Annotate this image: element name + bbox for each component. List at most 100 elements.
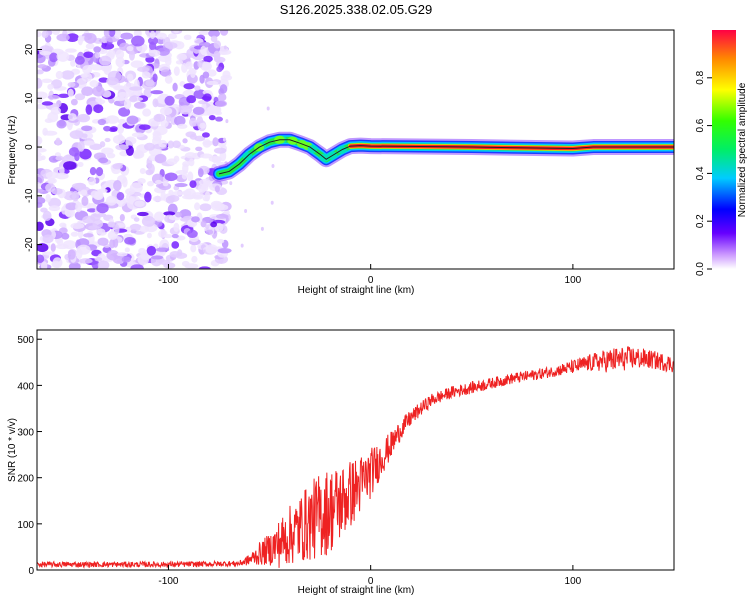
- spectrogram-xtick-label: 0: [368, 275, 374, 286]
- spectrogram-noise-cell: [181, 260, 190, 267]
- spectrogram-noise-cell: [37, 243, 49, 253]
- spectrogram-noise-cell: [37, 64, 47, 69]
- spectrogram-noise-cell: [144, 142, 156, 151]
- spectrogram-noise-cell: [175, 60, 184, 65]
- spectrogram-noise-cell: [116, 192, 125, 201]
- spectrogram-noise-cell: [205, 244, 218, 254]
- spectrogram-noise-cell: [56, 51, 70, 62]
- snr-ytick-label: 500: [17, 335, 34, 346]
- spectrogram-noise-cell: [103, 64, 111, 75]
- spectrogram-noise-cell: [187, 171, 194, 182]
- spectrogram-noise-cell: [177, 123, 188, 129]
- spectrogram-noise-cell: [134, 200, 145, 207]
- spectrogram-noise-cell: [202, 140, 216, 146]
- spectrogram-noise-cell: [137, 66, 150, 73]
- spectrogram-noise-cell: [71, 182, 86, 190]
- spectrogram-noise-cell: [81, 125, 93, 132]
- spectrogram-noise-cell: [124, 247, 130, 253]
- spectrogram-noise-cell: [117, 91, 128, 97]
- spectrogram-noise-cell: [240, 243, 244, 248]
- spectrogram-noise-cell: [50, 106, 61, 115]
- spectrogram-noise-cell: [37, 174, 44, 185]
- spectrogram-noise-cell: [133, 30, 142, 38]
- spectrogram-noise-cell: [126, 115, 139, 125]
- spectrogram-noise-cell: [37, 69, 44, 75]
- spectrogram-noise-cell: [136, 211, 149, 217]
- spectrogram-noise-cell: [98, 157, 109, 164]
- spectrogram-noise-cell: [55, 137, 61, 146]
- spectrogram-noise-cell: [160, 190, 166, 201]
- spectrogram-noise-cell: [121, 256, 132, 263]
- spectrogram-noise-cell: [208, 114, 216, 121]
- spectrogram-noise-cell: [82, 215, 96, 224]
- spectrogram-noise-cell: [115, 49, 125, 60]
- spectrogram-noise-cell: [70, 59, 76, 67]
- spectrogram-noise-cell: [210, 35, 218, 43]
- spectrogram-noise-cell: [205, 106, 216, 115]
- spectrogram-noise-cell: [37, 53, 46, 64]
- spectrogram-noise-cell: [128, 49, 135, 61]
- colorbar-tick-label: 0.2: [695, 214, 706, 228]
- spectrogram-noise-cell: [123, 98, 132, 110]
- spectrogram-noise-cell: [178, 105, 193, 115]
- spectrogram-noise-cell: [189, 133, 197, 140]
- spectrogram-noise-cell: [91, 259, 100, 269]
- spectrogram-noise-cell: [103, 125, 112, 132]
- spectrogram-noise-cell: [207, 69, 217, 77]
- spectrogram-noise-cell: [78, 258, 93, 264]
- spectrogram-noise-cell: [134, 151, 145, 159]
- spectrogram-noise-cell: [67, 113, 77, 121]
- spectrogram-noise-cell: [94, 191, 104, 200]
- spectrogram-noise-cell: [116, 252, 128, 257]
- spectrogram-noise-cell: [173, 66, 180, 76]
- spectrogram-ylabel: Frequency (Hz): [7, 116, 18, 185]
- spectrogram-noise-cell: [229, 181, 233, 186]
- spectrogram-noise-cell: [182, 194, 196, 200]
- spectrogram-noise-cell: [87, 176, 97, 186]
- spectrogram-noise-cell: [106, 250, 120, 261]
- spectrogram-noise-cell: [77, 35, 84, 46]
- spectrogram-noise-cell: [45, 193, 51, 203]
- snr-ylabel: SNR (10 * v/v): [7, 418, 18, 482]
- spectrogram-noise-cell: [113, 30, 122, 40]
- spectrogram-noise-cell: [225, 119, 229, 124]
- spectrogram-noise-cell: [186, 229, 198, 239]
- spectrogram-noise-cell: [86, 208, 98, 213]
- spectrogram-noise-cell: [171, 241, 180, 249]
- colorbar-label: Normalized spectral amplitude: [737, 82, 748, 217]
- spectrogram-ytick-label: 20: [24, 44, 35, 56]
- spectrogram-noise-cell: [130, 264, 144, 269]
- spectrogram-noise-cell: [172, 191, 184, 196]
- spectrogram-noise-cell: [194, 135, 206, 142]
- spectrogram-noise-cell: [198, 266, 211, 269]
- spectrogram-ytick-label: 10: [24, 92, 35, 104]
- spectrogram-noise-cell: [182, 138, 188, 144]
- spectrogram-noise-cell: [202, 93, 212, 102]
- spectrogram-noise-cell: [270, 200, 274, 205]
- spectrogram-noise-cell: [37, 95, 43, 104]
- spectrogram-noise-cell: [182, 190, 192, 196]
- spectrogram-noise-cell: [177, 249, 183, 257]
- spectrogram-noise-cell: [219, 30, 229, 36]
- spectrogram-noise-cell: [217, 239, 225, 244]
- spectrogram-noise-cell: [106, 76, 119, 86]
- spectrogram-noise-cell: [203, 55, 213, 63]
- spectrogram-noise-cell: [94, 257, 103, 262]
- spectrogram-noise-cell: [164, 95, 175, 106]
- spectrogram-noise-cell: [202, 89, 213, 96]
- spectrogram-noise-cell: [49, 52, 59, 63]
- spectrogram-noise-cell: [67, 122, 73, 131]
- spectrogram-noise-cell: [56, 119, 67, 129]
- spectrogram-noise-cell: [189, 117, 197, 127]
- spectrogram-noise-cell: [37, 136, 41, 147]
- spectrogram-noise-cell: [213, 40, 221, 49]
- spectrogram-noise-cell: [149, 30, 156, 39]
- spectrogram-noise-cell: [156, 32, 167, 40]
- spectrogram-noise-cell: [89, 143, 103, 151]
- spectrogram-ytick-label: 0: [24, 144, 35, 150]
- spectrogram-noise-cell: [82, 65, 93, 75]
- spectrogram-noise-cell: [164, 75, 173, 84]
- spectrogram-noise-cell: [126, 45, 134, 52]
- spectrogram-noise-cell: [211, 156, 222, 164]
- spectrogram-noise-cell: [192, 106, 205, 115]
